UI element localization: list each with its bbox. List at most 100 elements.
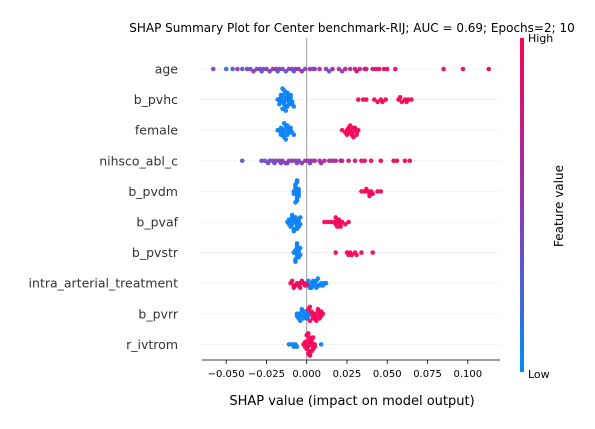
shap-point bbox=[289, 212, 295, 218]
shap-point bbox=[299, 160, 305, 166]
shap-point bbox=[312, 344, 318, 350]
shap-point bbox=[346, 219, 351, 225]
x-tick-label: 0.050 bbox=[373, 369, 402, 380]
shap-point bbox=[291, 104, 297, 109]
shap-point bbox=[296, 224, 301, 229]
shap-point bbox=[310, 278, 316, 284]
shap-point bbox=[409, 97, 414, 102]
shap-point bbox=[275, 69, 281, 74]
shap-point bbox=[357, 66, 363, 72]
feature-label-nihsco-abl-c: nihsco_abl_c bbox=[99, 153, 178, 168]
shap-point bbox=[251, 69, 256, 74]
colorbar-low-label: Low bbox=[528, 368, 550, 381]
shap-point bbox=[272, 160, 277, 166]
shap-point bbox=[370, 250, 376, 255]
shap-point bbox=[314, 285, 319, 291]
shap-point bbox=[407, 158, 413, 164]
grid-layer bbox=[202, 68, 500, 345]
shap-point bbox=[370, 191, 376, 196]
shap-point bbox=[326, 69, 332, 74]
shap-point bbox=[304, 316, 310, 321]
shap-point bbox=[378, 189, 384, 194]
x-tick-label: 0.100 bbox=[453, 369, 482, 380]
shap-point bbox=[347, 123, 353, 128]
shap-point bbox=[289, 158, 295, 164]
shap-point bbox=[310, 335, 316, 340]
shap-point bbox=[338, 224, 343, 229]
shap-point bbox=[264, 66, 269, 72]
x-tick-label: 0.000 bbox=[292, 369, 321, 380]
shap-point bbox=[307, 318, 313, 324]
shap-point bbox=[333, 215, 338, 220]
shap-point bbox=[317, 283, 322, 288]
shap-point bbox=[372, 97, 377, 102]
shap-point bbox=[239, 158, 245, 164]
shap-point bbox=[336, 217, 342, 222]
shap-point bbox=[285, 90, 290, 95]
feature-label-b-pvdm: b_pvdm bbox=[128, 184, 178, 199]
shap-point bbox=[314, 318, 319, 324]
shap-point bbox=[328, 219, 334, 225]
shap-point bbox=[288, 224, 293, 229]
shap-point bbox=[262, 158, 268, 164]
shap-point bbox=[294, 313, 300, 319]
shap-point bbox=[339, 219, 345, 225]
colorbar-label: Feature value bbox=[552, 165, 566, 247]
shap-point bbox=[397, 95, 403, 100]
shap-point bbox=[402, 158, 408, 164]
shap-point bbox=[281, 121, 287, 126]
x-tick-label: −0.050 bbox=[208, 369, 245, 380]
shap-point bbox=[307, 66, 313, 72]
shap-point bbox=[294, 344, 300, 350]
points-layer bbox=[210, 66, 492, 358]
shap-point bbox=[384, 66, 390, 72]
shap-point bbox=[297, 318, 303, 324]
shap-point bbox=[362, 158, 367, 164]
shap-point bbox=[335, 224, 340, 229]
shap-point bbox=[304, 346, 310, 352]
feature-label-female: female bbox=[135, 123, 178, 138]
shap-point bbox=[306, 278, 311, 284]
shap-point bbox=[392, 66, 398, 72]
shap-point bbox=[291, 132, 297, 138]
shap-point bbox=[299, 278, 305, 284]
shap-point bbox=[404, 99, 409, 105]
shap-point bbox=[355, 97, 361, 102]
shap-point bbox=[297, 285, 303, 291]
feature-label-age: age bbox=[155, 62, 179, 77]
feature-label-b-pvaf: b_pvaf bbox=[136, 215, 178, 230]
shap-point bbox=[367, 193, 372, 199]
shap-point bbox=[347, 66, 353, 72]
chart-title: SHAP Summary Plot for Center benchmark-R… bbox=[129, 21, 574, 35]
colorbar bbox=[520, 38, 524, 372]
shap-point bbox=[317, 66, 322, 72]
shap-point bbox=[285, 132, 290, 138]
shap-point bbox=[230, 66, 235, 72]
shap-point bbox=[352, 125, 358, 131]
shap-point bbox=[294, 160, 300, 166]
shap-point bbox=[343, 66, 348, 72]
shap-point bbox=[283, 108, 289, 113]
shap-point bbox=[325, 219, 330, 225]
shap-point bbox=[318, 160, 324, 166]
shap-point bbox=[259, 69, 264, 74]
shap-point bbox=[283, 137, 289, 142]
shap-point bbox=[265, 160, 271, 166]
shap-point bbox=[380, 99, 385, 105]
shap-point bbox=[296, 66, 301, 72]
shap-point bbox=[349, 252, 355, 258]
shap-point bbox=[399, 99, 405, 105]
shap-point bbox=[244, 66, 250, 72]
shap-point bbox=[330, 66, 335, 72]
shap-point bbox=[296, 193, 301, 199]
shap-point bbox=[278, 92, 284, 98]
shap-point bbox=[259, 158, 264, 164]
shap-point bbox=[346, 158, 351, 164]
feature-label-r-ivtrom: r_ivtrom bbox=[126, 337, 178, 352]
feature-label-b-pvrr: b_pvrr bbox=[138, 306, 178, 321]
shap-point bbox=[355, 127, 361, 133]
shap-point bbox=[278, 125, 284, 131]
shap-point bbox=[302, 158, 308, 164]
